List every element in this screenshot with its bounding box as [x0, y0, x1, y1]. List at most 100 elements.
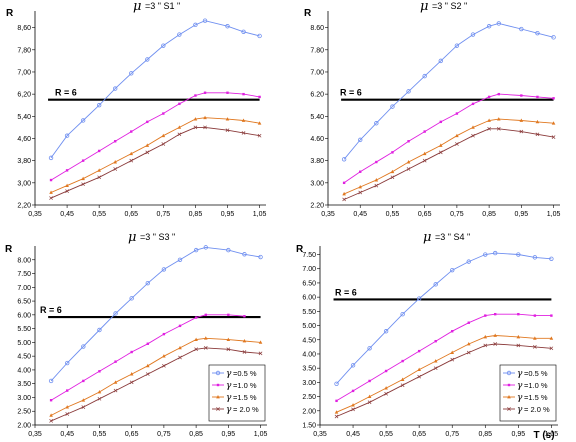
- data-point-s10: [194, 316, 198, 319]
- y-tick-label: 2,20: [17, 203, 31, 210]
- y-tick-label: 6.50: [302, 280, 316, 287]
- data-point-s15: [162, 354, 166, 358]
- reference-label: R = 6: [335, 287, 357, 297]
- series-line-s15: [50, 117, 260, 193]
- data-point-s20: [519, 129, 524, 134]
- data-point-s10: [97, 149, 101, 153]
- data-point-s20: [487, 126, 491, 131]
- x-tick-label: 0,65: [418, 211, 432, 218]
- y-tick-label: 7.00: [310, 69, 324, 76]
- y-tick-label: 7.00: [17, 285, 31, 292]
- y-tick-label: 5.50: [302, 309, 316, 316]
- data-point-s15: [81, 398, 86, 402]
- data-point-s20: [242, 350, 247, 354]
- data-point-s15: [129, 151, 134, 156]
- data-point-s10: [49, 178, 53, 182]
- data-point-s10: [471, 102, 475, 106]
- series-line-s20: [50, 126, 260, 199]
- data-point-s20: [145, 150, 150, 155]
- x-tick-label: 0,35: [313, 431, 327, 438]
- chart-title: =3 " S4 ": [435, 232, 470, 242]
- data-point-s05: [241, 29, 246, 34]
- data-point-s10: [130, 350, 133, 354]
- data-point-s15: [422, 151, 427, 156]
- data-point-s05: [433, 282, 438, 287]
- y-tick-label: 7.00: [302, 266, 316, 273]
- y-tick-label: 5.40: [310, 114, 324, 121]
- data-point-s05: [129, 71, 134, 76]
- data-point-s10: [335, 399, 338, 403]
- data-point-s15: [65, 183, 69, 187]
- x-tick-label: 0,45: [353, 211, 367, 218]
- x-tick-label: 0,85: [482, 211, 496, 218]
- data-point-s15: [113, 380, 118, 384]
- data-point-s05: [193, 22, 198, 28]
- x-tick-label: 0,75: [157, 431, 171, 438]
- data-point-s20: [225, 128, 230, 133]
- data-point-s05: [483, 252, 488, 257]
- data-point-s05: [257, 33, 262, 39]
- legend-swatch-marker: [506, 370, 512, 376]
- data-point-s05: [516, 252, 521, 257]
- y-tick-label: 2.50: [17, 409, 31, 416]
- legend-entry: =1.0 %: [524, 381, 548, 390]
- y-tick-label: 7,80: [17, 47, 31, 54]
- data-point-s05: [334, 381, 339, 387]
- data-point-s20: [97, 396, 102, 401]
- series-line-s15: [343, 118, 554, 195]
- series-line-s15: [50, 337, 261, 416]
- data-point-s15: [129, 372, 134, 376]
- title-mu-symbol: μ: [128, 230, 136, 245]
- data-point-s05: [113, 311, 118, 316]
- series-line-s20: [336, 343, 552, 417]
- data-point-s20: [483, 343, 488, 348]
- data-point-s20: [358, 190, 363, 195]
- data-point-s20: [390, 175, 395, 180]
- data-point-s10: [455, 112, 459, 115]
- data-point-s15: [226, 337, 231, 342]
- data-point-s10: [533, 314, 537, 317]
- data-point-s05: [532, 255, 538, 260]
- data-point-s05: [64, 133, 70, 138]
- data-point-s20: [417, 374, 422, 379]
- data-point-s05: [454, 43, 460, 48]
- x-tick-label: 0,65: [125, 431, 139, 438]
- data-point-s10: [114, 140, 117, 143]
- data-point-s15: [242, 339, 247, 343]
- legend-gamma-symbol: γ: [517, 405, 523, 415]
- legend-swatch-marker: [507, 395, 511, 399]
- data-point-s05: [492, 250, 498, 256]
- y-tick-label: 6.50: [17, 299, 31, 306]
- y-tick-label: 4,60: [17, 136, 31, 143]
- legend-swatch-marker: [215, 370, 221, 376]
- data-point-s10: [451, 330, 454, 333]
- data-point-s15: [65, 405, 70, 409]
- data-point-s20: [551, 135, 556, 139]
- data-point-s05: [177, 257, 183, 262]
- legend-box: [208, 364, 266, 422]
- data-point-s05: [438, 58, 443, 64]
- x-tick-label: 0,55: [93, 431, 107, 438]
- y-tick-label: 4.50: [302, 337, 316, 344]
- data-point-s20: [334, 414, 339, 419]
- x-tick-label: 1,05: [547, 211, 561, 218]
- data-point-s05: [496, 21, 501, 26]
- data-point-s05: [390, 104, 395, 109]
- x-tick-label: 0,55: [379, 431, 393, 438]
- legend-entry: =1.5 %: [233, 393, 257, 402]
- data-point-s15: [81, 176, 85, 181]
- series-line-s05: [50, 20, 260, 159]
- y-tick-label: 3,80: [17, 158, 31, 165]
- series-line-s20: [50, 347, 261, 422]
- data-point-s15: [535, 119, 540, 124]
- x-tick-label: 1,05: [545, 431, 559, 438]
- data-point-s20: [97, 175, 102, 180]
- data-point-s05: [145, 57, 150, 62]
- data-point-s15: [342, 191, 346, 196]
- y-tick-label: 4.60: [310, 136, 324, 143]
- x-tick-label: 0,95: [221, 211, 235, 218]
- data-point-s10: [194, 94, 197, 97]
- data-point-s10: [49, 399, 53, 402]
- data-point-s20: [400, 383, 405, 388]
